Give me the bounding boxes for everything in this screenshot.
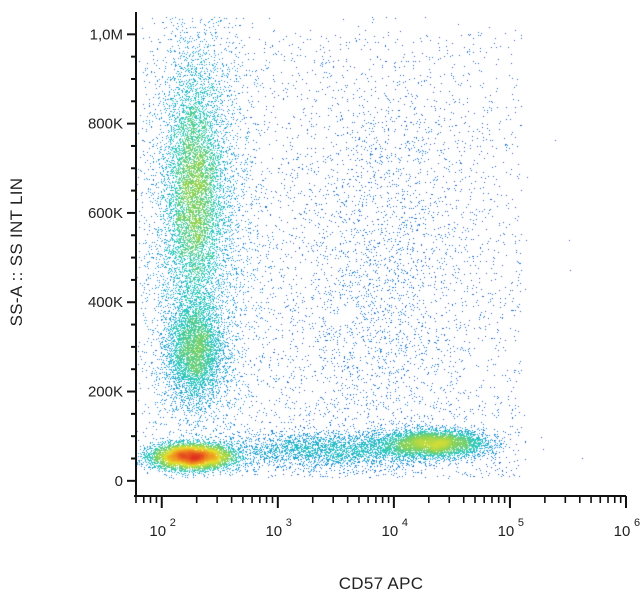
x-tick-exponent: 5 xyxy=(518,517,524,529)
x-tick-exponent: 3 xyxy=(286,517,292,529)
y-tick-label: 800K xyxy=(88,116,123,133)
density-canvas-holder xyxy=(136,12,626,492)
y-tick-label: 0 xyxy=(115,473,123,490)
x-tick-exponent: 4 xyxy=(402,517,408,529)
y-tick-label: 600K xyxy=(88,205,123,222)
x-tick-exponent: 6 xyxy=(634,517,640,529)
x-tick-label: 10 xyxy=(265,523,282,540)
y-tick-label: 200K xyxy=(88,384,123,401)
y-tick-label: 1,0M xyxy=(90,26,123,43)
x-tick-exponent: 2 xyxy=(170,517,176,529)
x-axis-label: CD57 APC xyxy=(339,574,424,593)
x-tick-label: 10 xyxy=(614,523,631,540)
x-tick-label: 10 xyxy=(498,523,515,540)
x-tick-label: 10 xyxy=(149,523,166,540)
x-tick-label: 10 xyxy=(382,523,399,540)
y-tick-label: 400K xyxy=(88,294,123,311)
density-points xyxy=(136,12,626,492)
y-axis-label: SS-A :: SS INT LIN xyxy=(7,178,26,327)
